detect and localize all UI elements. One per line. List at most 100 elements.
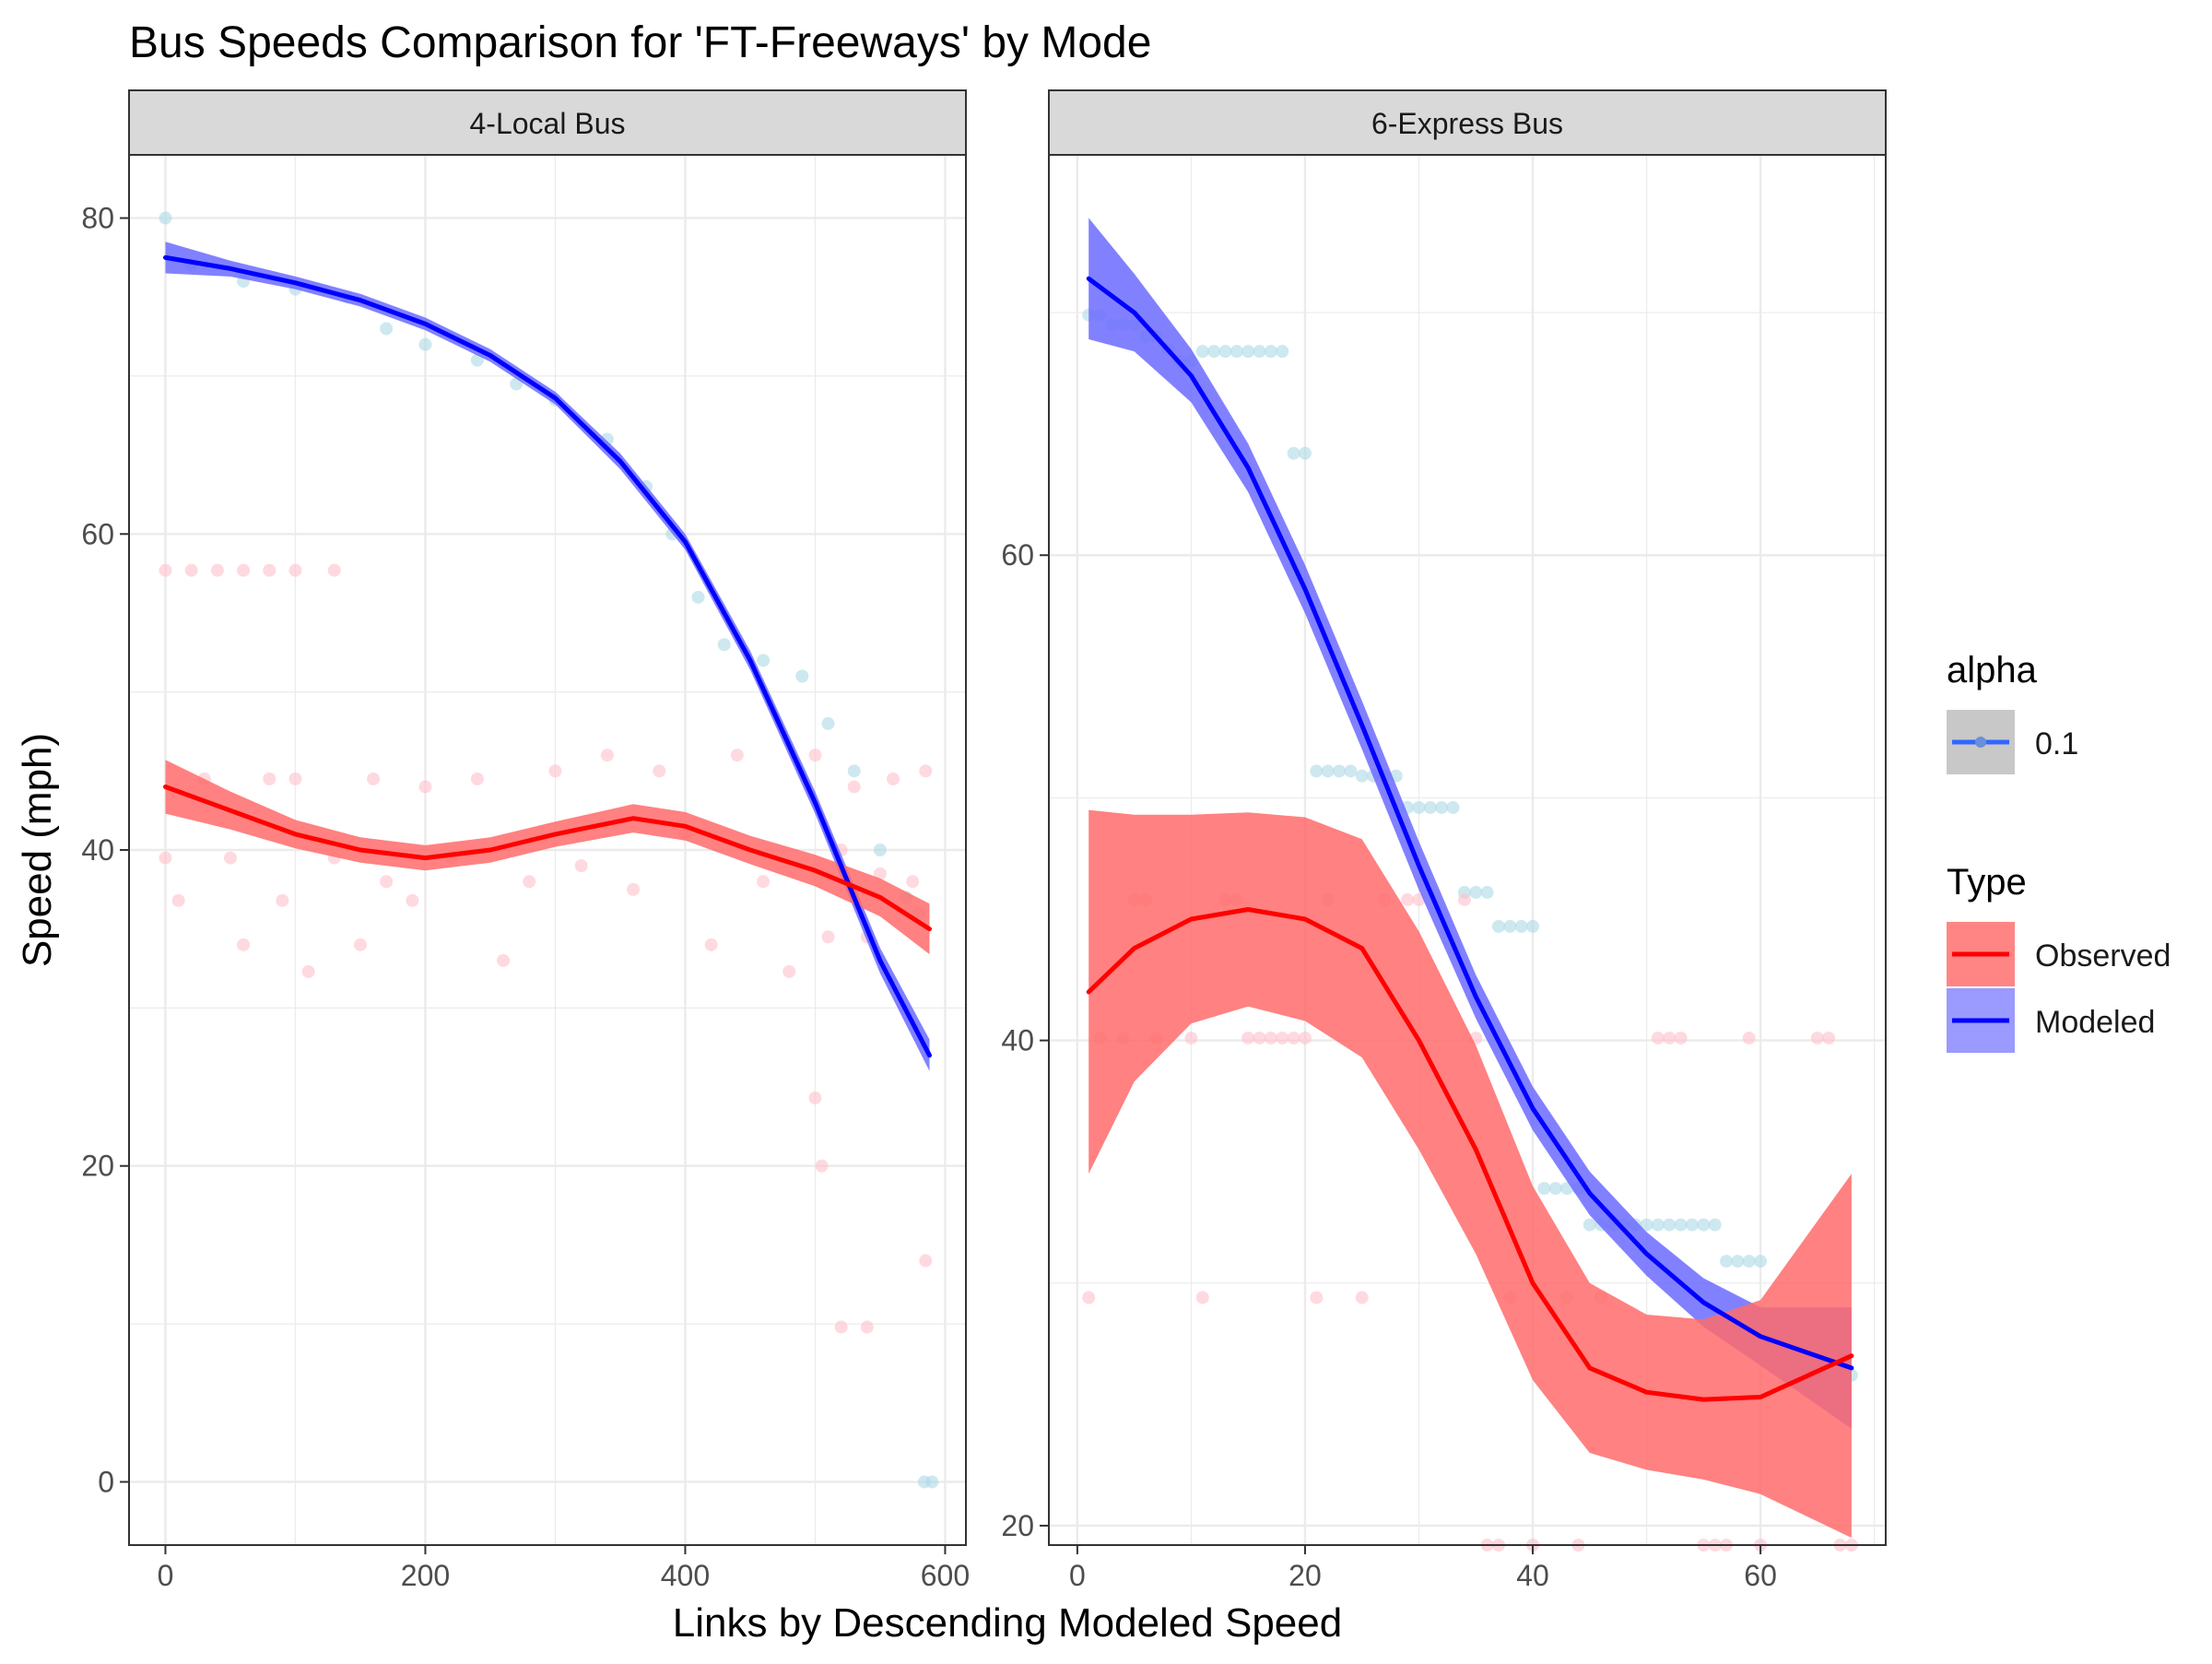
point-observed (600, 749, 614, 762)
strip-label-express-bus: 6-Express Bus (1371, 107, 1563, 140)
point-modeled (1195, 345, 1209, 359)
point-modeled (1207, 345, 1221, 359)
point-modeled (1298, 446, 1312, 460)
x-tick-label: 60 (1744, 1559, 1777, 1592)
legend-modeled-key (1947, 988, 2015, 1053)
point-observed (159, 851, 172, 865)
point-observed (263, 772, 276, 785)
point-observed (1355, 1291, 1369, 1304)
bands-express-bus (1088, 218, 1852, 1539)
y-tick-label: 40 (1001, 1024, 1034, 1057)
point-modeled (380, 322, 394, 336)
point-observed (1298, 1031, 1312, 1044)
point-observed (873, 867, 887, 880)
line-modeled (1086, 276, 1854, 1371)
point-observed (1674, 1031, 1688, 1044)
strip-label-local-bus: 4-Local Bus (470, 107, 626, 140)
point-observed (730, 749, 744, 762)
point-observed (367, 772, 381, 785)
legend-observed-label: Observed (2035, 938, 2171, 974)
point-modeled (1230, 345, 1243, 359)
point-modeled (1469, 886, 1483, 900)
point-observed (276, 893, 289, 907)
point-observed (497, 953, 511, 967)
point-modeled (418, 337, 432, 351)
legend-alpha-title: alpha (1947, 650, 2038, 690)
point-modeled (1344, 764, 1358, 778)
panel-local-bus: 4-Local Bus 0 200 400 600 0 20 40 60 80 (81, 89, 970, 1592)
point-observed (237, 563, 251, 577)
point-modeled (1491, 919, 1505, 933)
point-observed (263, 563, 276, 577)
point-observed (704, 938, 718, 951)
point-modeled (1697, 1218, 1711, 1232)
point-observed (1401, 892, 1415, 906)
point-modeled (1435, 800, 1449, 814)
point-observed (1742, 1031, 1756, 1044)
point-observed (1241, 1031, 1255, 1044)
point-observed (574, 859, 588, 873)
point-modeled (1355, 769, 1369, 783)
point-modeled (1720, 1255, 1734, 1269)
point-modeled (1480, 886, 1494, 900)
point-observed (821, 930, 835, 944)
x-tick-label: 0 (158, 1559, 174, 1592)
x-tick-label: 20 (1288, 1559, 1322, 1592)
point-modeled (1514, 919, 1528, 933)
legend-alpha-key (1947, 710, 2015, 774)
point-observed (237, 938, 251, 951)
y-tick-label: 60 (81, 517, 114, 550)
point-modeled (1276, 345, 1289, 359)
point-observed (860, 1320, 874, 1334)
point-observed (653, 764, 666, 778)
legend-observed-key (1947, 922, 2015, 986)
point-observed (380, 875, 394, 889)
point-modeled (925, 1475, 939, 1489)
point-observed (815, 1159, 829, 1173)
point-modeled (1537, 1182, 1551, 1196)
strip-local-bus (128, 89, 967, 156)
point-modeled (1548, 1182, 1562, 1196)
y-tick-label: 20 (1001, 1509, 1034, 1542)
ticks-local-bus: 0 200 400 600 0 20 40 60 80 (81, 202, 970, 1592)
point-modeled (1264, 345, 1277, 359)
y-tick-label: 0 (98, 1465, 114, 1498)
point-modeled (1287, 446, 1300, 460)
point-observed (808, 1092, 822, 1105)
legend-modeled-label: Modeled (2035, 1005, 2155, 1040)
line-modeled (163, 254, 932, 1058)
point-modeled (795, 669, 809, 683)
line-observed (1086, 907, 1854, 1402)
point-modeled (1674, 1218, 1688, 1232)
point-modeled (1321, 764, 1335, 778)
point-observed (1276, 1031, 1289, 1044)
legend-alpha-key-point (1975, 737, 1986, 748)
band-observed (1088, 809, 1852, 1539)
x-axis-label: Links by Descending Modeled Speed (673, 1600, 1342, 1646)
point-observed (627, 882, 641, 896)
point-observed (353, 938, 367, 951)
x-tick-label: 600 (921, 1559, 970, 1592)
point-observed (887, 772, 900, 785)
point-observed (159, 563, 172, 577)
lines-local-bus (163, 254, 932, 1058)
point-observed (1457, 892, 1471, 906)
point-observed (1264, 1031, 1277, 1044)
point-modeled (1663, 1218, 1677, 1232)
y-tick-label: 40 (81, 833, 114, 867)
point-observed (470, 772, 484, 785)
point-observed (406, 893, 419, 907)
lines-express-bus (1086, 276, 1854, 1402)
panel-express-bus: 6-Express Bus 0 20 40 60 20 40 60 (1001, 89, 1887, 1592)
point-modeled (1731, 1255, 1745, 1269)
chart-title: Bus Speeds Comparison for 'FT-Freeways' … (129, 18, 1151, 67)
point-modeled (1333, 764, 1347, 778)
point-observed (782, 964, 796, 978)
point-modeled (1446, 800, 1460, 814)
point-modeled (757, 654, 771, 667)
ticks-express-bus: 0 20 40 60 20 40 60 (1001, 538, 1776, 1592)
point-modeled (1754, 1255, 1768, 1269)
x-tick-label: 0 (1069, 1559, 1086, 1592)
strip-express-bus (1048, 89, 1887, 156)
